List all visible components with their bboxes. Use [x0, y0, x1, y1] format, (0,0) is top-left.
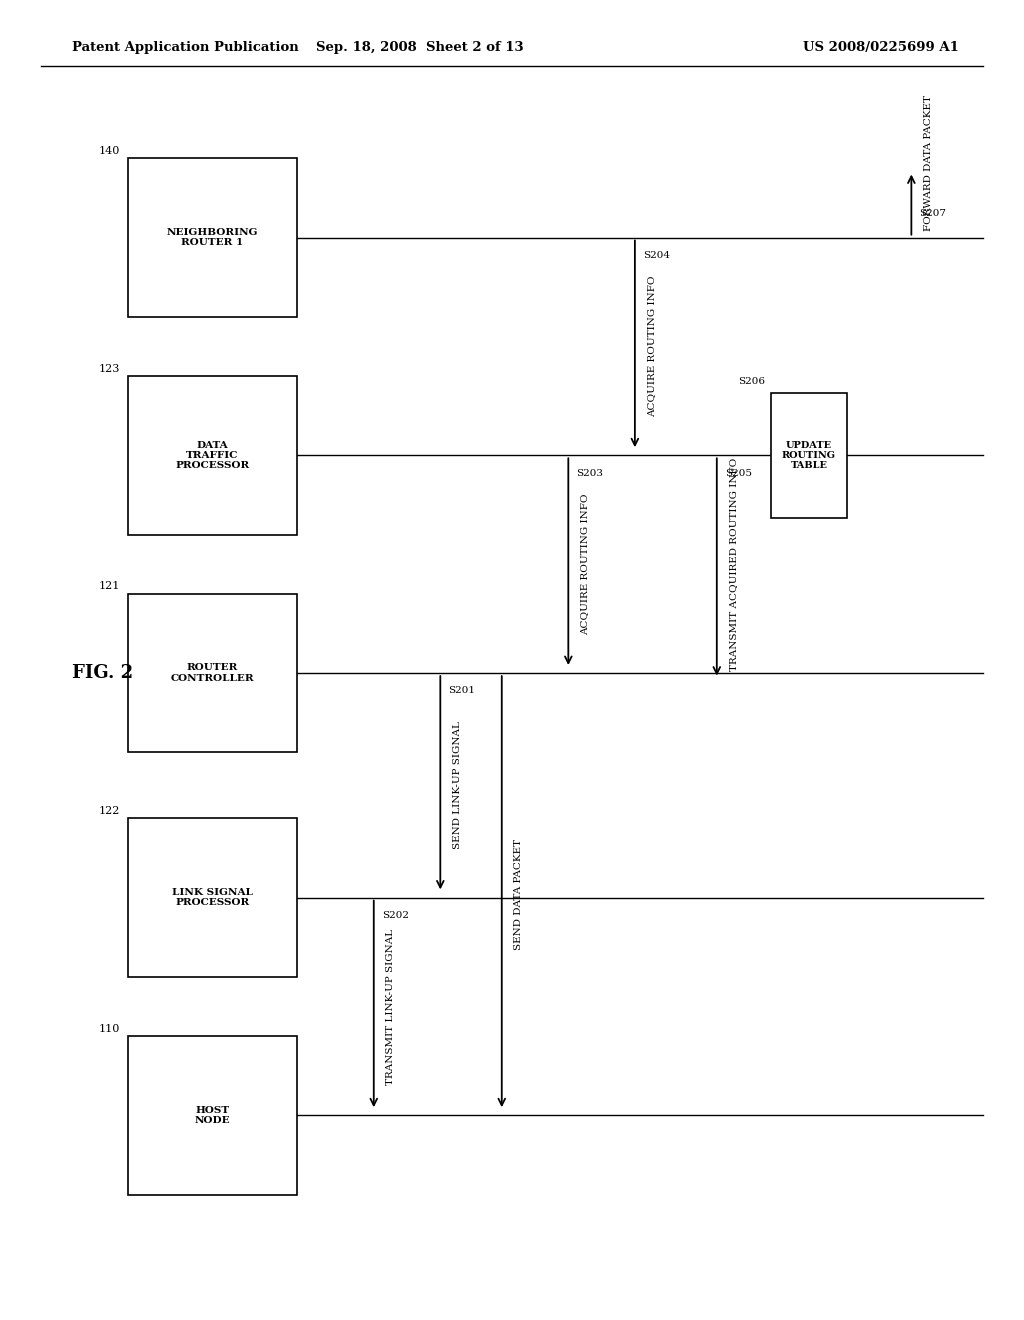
- Text: FORWARD DATA PACKET: FORWARD DATA PACKET: [924, 95, 933, 231]
- Text: 110: 110: [98, 1023, 120, 1034]
- FancyBboxPatch shape: [128, 594, 297, 752]
- Text: 122: 122: [98, 805, 120, 816]
- Text: FIG. 2: FIG. 2: [72, 664, 133, 682]
- Text: Patent Application Publication: Patent Application Publication: [72, 41, 298, 54]
- FancyBboxPatch shape: [128, 1036, 297, 1195]
- FancyBboxPatch shape: [128, 818, 297, 977]
- Text: S206: S206: [738, 378, 766, 385]
- FancyBboxPatch shape: [771, 393, 848, 517]
- Text: SEND DATA PACKET: SEND DATA PACKET: [514, 838, 523, 950]
- Text: 123: 123: [98, 363, 120, 374]
- Text: ACQUIRE ROUTING INFO: ACQUIRE ROUTING INFO: [581, 494, 590, 635]
- FancyBboxPatch shape: [128, 158, 297, 317]
- Text: DATA
TRAFFIC
PROCESSOR: DATA TRAFFIC PROCESSOR: [175, 441, 250, 470]
- Text: US 2008/0225699 A1: US 2008/0225699 A1: [803, 41, 958, 54]
- Text: TRANSMIT LINK-UP SIGNAL: TRANSMIT LINK-UP SIGNAL: [386, 928, 395, 1085]
- Text: 140: 140: [98, 145, 120, 156]
- Text: HOST
NODE: HOST NODE: [195, 1106, 230, 1125]
- Text: S207: S207: [920, 209, 946, 218]
- Text: ROUTER
CONTROLLER: ROUTER CONTROLLER: [171, 664, 254, 682]
- Text: SEND LINK-UP SIGNAL: SEND LINK-UP SIGNAL: [453, 722, 462, 849]
- Text: UPDATE
ROUTING
TABLE: UPDATE ROUTING TABLE: [782, 441, 836, 470]
- Text: 121: 121: [98, 581, 120, 591]
- Text: LINK SIGNAL
PROCESSOR: LINK SIGNAL PROCESSOR: [172, 888, 253, 907]
- Text: ACQUIRE ROUTING INFO: ACQUIRE ROUTING INFO: [647, 276, 656, 417]
- FancyBboxPatch shape: [128, 376, 297, 535]
- Text: S201: S201: [449, 686, 475, 696]
- Text: S205: S205: [725, 469, 752, 478]
- Text: TRANSMIT ACQUIRED ROUTING INFO: TRANSMIT ACQUIRED ROUTING INFO: [729, 458, 738, 671]
- Text: S204: S204: [643, 251, 670, 260]
- Text: S203: S203: [577, 469, 603, 478]
- Text: S202: S202: [382, 911, 409, 920]
- Text: Sep. 18, 2008  Sheet 2 of 13: Sep. 18, 2008 Sheet 2 of 13: [316, 41, 523, 54]
- Text: NEIGHBORING
ROUTER 1: NEIGHBORING ROUTER 1: [167, 228, 258, 247]
